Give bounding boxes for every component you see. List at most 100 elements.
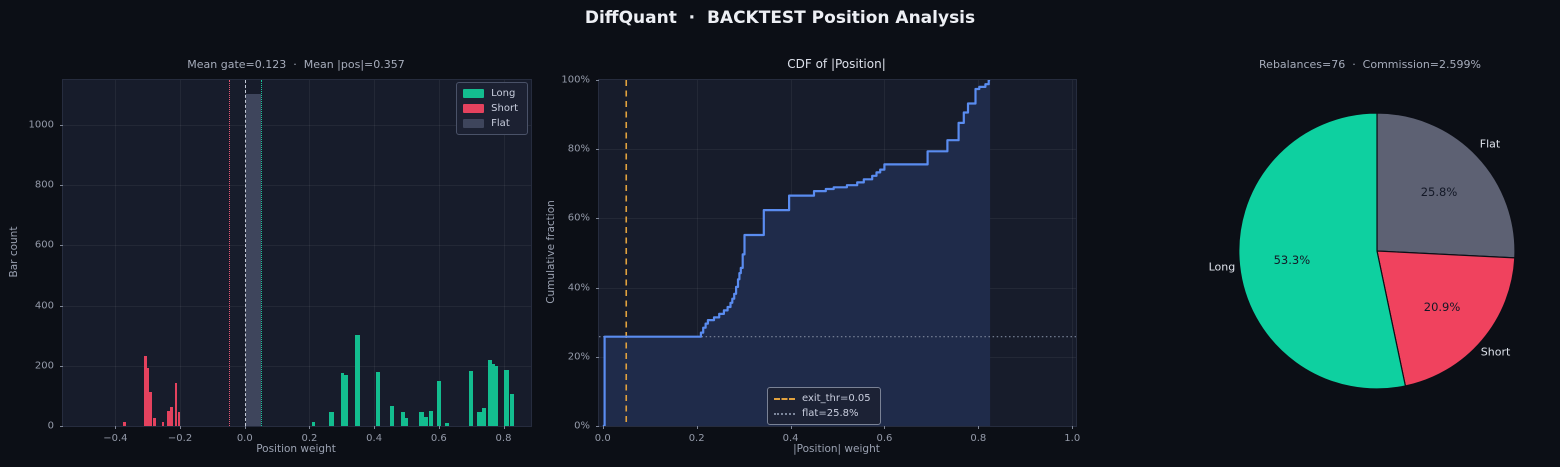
cdf-title: CDF of |Position|: [787, 57, 886, 71]
pie-title: Rebalances=76 · Commission=2.599%: [1259, 58, 1481, 71]
legend-label: exit_thr=0.05: [802, 393, 871, 404]
grid-line-vertical: [180, 80, 182, 426]
x-tick-label: 0.0: [236, 433, 253, 444]
y-tick-mark: [596, 356, 599, 358]
pie-slice-short: [1376, 250, 1516, 387]
x-tick-label: 0.8: [495, 433, 512, 444]
hist-bar-long: [482, 407, 487, 426]
grid-line-vertical: [115, 80, 117, 426]
pie-pct-label-long: 53.3%: [1273, 252, 1311, 267]
grid-line-horizontal: [63, 125, 531, 127]
y-tick-label: 40%: [567, 282, 590, 294]
x-tick-mark: [244, 426, 246, 429]
legend-label: Flat: [491, 118, 510, 129]
x-tick-label: 0.2: [688, 433, 705, 444]
y-tick-mark: [596, 218, 599, 220]
y-tick-label: 400: [34, 300, 54, 312]
hist-bar-short: [123, 422, 126, 426]
legend-swatch-short: [463, 104, 485, 113]
hist-bar-long: [494, 365, 499, 426]
x-tick-mark: [1072, 426, 1074, 429]
reference-line-neg-exit-threshold: [228, 80, 230, 426]
y-tick-mark: [596, 149, 599, 151]
y-tick-mark: [60, 245, 63, 247]
y-tick-label: 200: [34, 360, 54, 372]
histogram-x-axis-label: Position weight: [256, 443, 336, 455]
x-tick-mark: [180, 426, 182, 429]
grid-line-vertical: [309, 80, 311, 426]
legend-entry-flat: Flat: [463, 118, 518, 129]
legend-swatch-flat: [463, 119, 485, 128]
y-tick-label: 800: [34, 179, 54, 191]
pie-slice-flat: [1376, 112, 1516, 259]
pie-canvas: [1238, 112, 1516, 390]
x-tick-mark: [503, 426, 505, 429]
grid-line-horizontal: [63, 365, 531, 367]
cdf-area-fill: [602, 80, 991, 426]
hist-bar-long: [436, 380, 441, 426]
histogram-plot-area: −0.4 −0.2 0.0 0.2 0.4 0.6 0.8 0 200 400 600 800 1000…: [29, 79, 532, 444]
hist-bar-short: [174, 383, 178, 426]
hist-bar-long: [390, 405, 395, 426]
grid-line-vertical: [696, 80, 698, 426]
x-tick-label: −0.2: [167, 433, 193, 444]
pie-pct-label-flat: 25.8%: [1420, 185, 1458, 200]
hist-bar-long: [404, 418, 409, 426]
x-tick-label: 1.0: [1064, 433, 1081, 444]
hist-bar-flat: [246, 94, 261, 426]
legend-line-sample: [774, 397, 795, 400]
grid-line-vertical: [438, 80, 440, 426]
x-tick-label: 0.4: [782, 433, 799, 444]
y-tick-mark: [60, 426, 63, 427]
grid-line-vertical: [503, 80, 505, 426]
x-tick-label: 0.6: [430, 433, 447, 444]
cdf-y-axis-label: Cumulative fraction: [545, 200, 557, 304]
hist-bar-long: [509, 393, 515, 426]
x-tick-mark: [374, 426, 376, 429]
y-tick-label: 1000: [28, 119, 54, 131]
hist-bar-long: [344, 375, 348, 426]
hist-bar-long: [491, 364, 495, 426]
hist-bar-short: [167, 410, 170, 426]
legend-entry-exit-threshold: exit_thr=0.05: [774, 393, 871, 404]
pie-slice-label-flat: Flat: [1479, 137, 1501, 151]
grid-line-horizontal: [63, 245, 531, 247]
x-tick-mark: [790, 426, 792, 429]
x-tick-label: 0.2: [301, 433, 318, 444]
grid-line-horizontal: [599, 149, 1076, 151]
hist-bar-long: [477, 412, 482, 426]
hist-bar-long: [429, 410, 433, 426]
x-tick-label: 0.4: [366, 433, 383, 444]
x-tick-label: 0.0: [594, 433, 611, 444]
hist-bar-long: [376, 372, 381, 426]
y-tick-mark: [596, 287, 599, 289]
pie-slice-label-short: Short: [1480, 345, 1511, 359]
hist-bar-long: [468, 370, 473, 426]
y-tick-mark: [60, 305, 63, 307]
hist-bar-long: [445, 422, 450, 426]
grid-line-horizontal: [63, 305, 531, 307]
hist-bar-short: [170, 407, 173, 426]
histogram-title: Mean gate=0.123 · Mean |pos|=0.357: [187, 58, 405, 71]
hist-bar-long: [419, 411, 425, 426]
x-tick-label: 0.6: [876, 433, 893, 444]
pie-pct-label-short: 20.9%: [1423, 299, 1461, 314]
y-tick-label: 0%: [574, 420, 590, 432]
histogram-legend: Long Short Flat: [456, 82, 528, 135]
y-tick-label: 0: [47, 420, 54, 432]
y-tick-mark: [596, 80, 599, 81]
hist-bar-short: [144, 356, 147, 426]
histogram-y-axis-label: Bar count: [8, 226, 20, 278]
legend-label: Short: [491, 103, 518, 114]
hist-bar-long: [340, 373, 345, 426]
reference-line-pos-exit-threshold: [260, 80, 262, 426]
cdf-curve-canvas: [599, 80, 1076, 426]
legend-label: flat=25.8%: [802, 408, 859, 419]
hist-bar-long: [400, 412, 406, 426]
hist-bar-short: [161, 421, 165, 426]
y-tick-label: 80%: [567, 143, 590, 155]
hist-bar-long: [504, 370, 509, 426]
x-tick-mark: [884, 426, 886, 429]
y-tick-mark: [60, 125, 63, 127]
